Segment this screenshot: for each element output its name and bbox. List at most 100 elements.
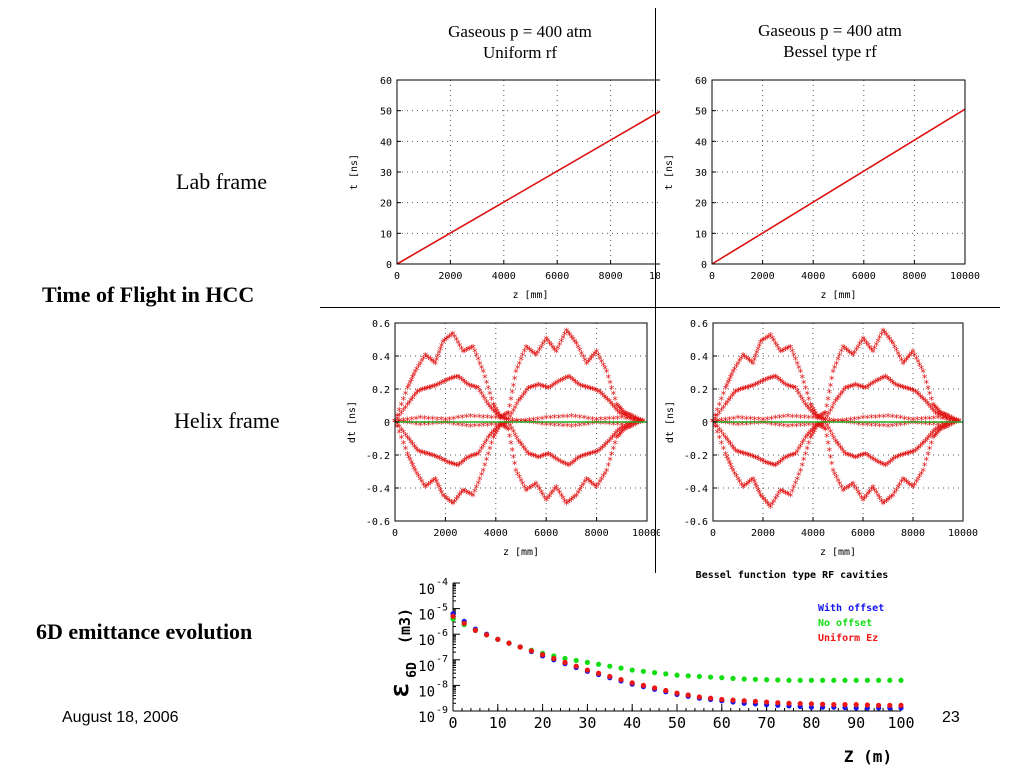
data-point: *: [735, 413, 742, 426]
data-point: [484, 632, 490, 638]
x-tick-label: 90: [847, 714, 865, 732]
data-point: *: [568, 411, 575, 424]
data-point: *: [525, 383, 532, 396]
data-point: *: [819, 413, 826, 426]
data-point: [506, 640, 512, 646]
data-point: *: [948, 419, 955, 432]
data-point: [663, 687, 669, 694]
data-point: *: [513, 433, 520, 446]
data-point: *: [889, 412, 896, 425]
data-point: *: [846, 347, 853, 360]
data-point: *: [522, 387, 529, 400]
data-point: *: [830, 367, 837, 380]
data-point: *: [835, 475, 842, 488]
data-point: *: [616, 408, 623, 421]
data-point: *: [797, 391, 804, 404]
data-point: *: [785, 411, 792, 424]
data-point: *: [614, 426, 621, 439]
x-tick-label: 4000: [484, 528, 508, 539]
data-point: [853, 702, 859, 708]
data-point: *: [771, 336, 778, 349]
data-point: *: [553, 347, 560, 360]
data-point: *: [455, 419, 462, 432]
data-point: *: [487, 444, 494, 457]
data-point: *: [545, 449, 552, 462]
data-point: *: [906, 384, 913, 397]
data-point: *: [811, 409, 818, 422]
data-point: [696, 694, 702, 700]
data-point: *: [558, 336, 565, 349]
legend-entry: With offset: [818, 602, 884, 614]
data-point: *: [404, 383, 411, 396]
data-point: *: [402, 389, 409, 402]
data-point: *: [494, 406, 501, 419]
data-point: *: [716, 408, 723, 421]
data-point: *: [712, 413, 719, 426]
data-point: *: [503, 418, 510, 431]
y-tick-label: 50: [380, 107, 392, 118]
data-point: *: [498, 419, 505, 432]
data-point: *: [909, 447, 916, 460]
data-point: *: [811, 423, 818, 436]
data-point: *: [857, 451, 864, 464]
data-point: *: [735, 419, 742, 432]
data-point: *: [839, 387, 846, 400]
data-point: *: [624, 409, 631, 422]
data-point: *: [823, 431, 830, 444]
data-point: *: [916, 390, 923, 403]
data-point: *: [718, 417, 725, 430]
data-point: *: [600, 360, 607, 373]
data-point: *: [822, 418, 829, 431]
data-point: *: [817, 411, 824, 424]
data-point: *: [847, 451, 854, 464]
plot-frame: [396, 79, 660, 265]
data-point: *: [542, 382, 549, 395]
data-point: *: [801, 455, 808, 468]
data-point: *: [476, 412, 483, 425]
data-point: *: [526, 417, 533, 430]
data-point: *: [761, 335, 768, 348]
data-point: *: [576, 420, 583, 433]
data-point: *: [843, 417, 850, 430]
data-point: *: [564, 460, 571, 473]
data-point: *: [896, 451, 903, 464]
data-point: *: [861, 382, 868, 395]
legend-entry: Uniform Ez: [818, 632, 878, 644]
data-point: *: [626, 413, 633, 426]
data-point: *: [422, 350, 429, 363]
data-point: *: [421, 384, 428, 397]
data-point: *: [429, 477, 436, 490]
data-point: *: [551, 484, 558, 497]
data-point: *: [850, 479, 857, 492]
data-point: *: [441, 456, 448, 469]
data-point: *: [536, 345, 543, 358]
data-point: *: [896, 479, 903, 492]
data-point: *: [496, 411, 503, 424]
data-point: *: [620, 426, 627, 439]
data-point: *: [840, 485, 847, 498]
data-point: *: [931, 426, 938, 439]
data-point: *: [473, 482, 480, 495]
data-point: *: [856, 339, 863, 352]
data-point: *: [824, 421, 831, 434]
data-point: *: [720, 402, 727, 415]
y-tick-base: 10: [418, 659, 435, 675]
data-point: *: [538, 342, 545, 355]
data-point: *: [564, 411, 571, 424]
data-point: *: [511, 459, 518, 472]
data-point: *: [737, 385, 744, 398]
data-point: *: [535, 452, 542, 465]
data-point: *: [453, 372, 460, 385]
data-point: *: [917, 391, 924, 404]
data-point: *: [791, 450, 798, 463]
data-point: *: [856, 451, 863, 464]
data-point: *: [842, 449, 849, 462]
data-point: *: [468, 451, 475, 464]
data-point: *: [810, 419, 817, 432]
data-point: *: [792, 354, 799, 367]
data-point: *: [916, 471, 923, 484]
data-point: *: [451, 373, 458, 386]
data-point: [674, 690, 680, 696]
data-point: *: [746, 450, 753, 463]
data-point: *: [727, 393, 734, 406]
